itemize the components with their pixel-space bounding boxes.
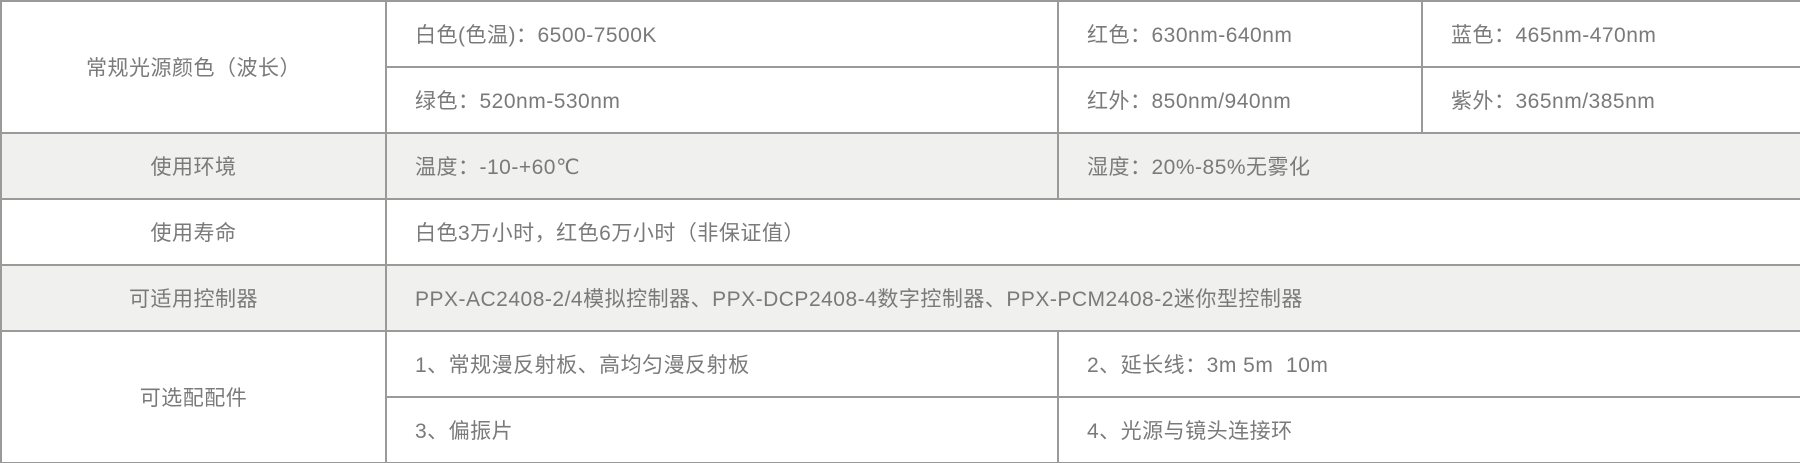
green-wavelength-cell: 绿色：520nm-530nm: [385, 66, 1059, 134]
humidity-cell: 湿度：20%-85%无雾化: [1057, 132, 1800, 200]
row-controller: 可适用控制器 PPX-AC2408-2/4模拟控制器、PPX-DCP2408-4…: [0, 264, 1800, 332]
row-accessories-2: 3、偏振片 4、光源与镜头连接环: [1, 396, 1800, 463]
accessory-1-cell: 1、常规漫反射板、高均匀漫反射板: [385, 330, 1059, 398]
accessory-2-cell: 2、延长线：3m 5m 10m: [1057, 330, 1800, 398]
light-color-row-label: 常规光源颜色（波长）: [0, 0, 387, 134]
accessory-3-cell: 3、偏振片: [385, 396, 1059, 463]
row-environment: 使用环境 温度：-10-+60℃ 湿度：20%-85%无雾化: [0, 132, 1800, 200]
red-wavelength-cell: 红色：630nm-640nm: [1057, 0, 1423, 68]
controller-row-label: 可适用控制器: [0, 264, 387, 332]
infrared-wavelength-cell: 红外：850nm/940nm: [1057, 66, 1423, 134]
lifetime-value-cell: 白色3万小时，红色6万小时（非保证值）: [385, 198, 1800, 266]
environment-row-label: 使用环境: [0, 132, 387, 200]
row-accessories-1: 可选配配件 1、常规漫反射板、高均匀漫反射板 2、延长线：3m 5m 10m: [0, 330, 1800, 463]
blue-wavelength-cell: 蓝色：465nm-470nm: [1421, 0, 1800, 68]
ultraviolet-wavelength-cell: 紫外：365nm/385nm: [1421, 66, 1800, 134]
controller-value-cell: PPX-AC2408-2/4模拟控制器、PPX-DCP2408-4数字控制器、P…: [385, 264, 1800, 332]
white-wavelength-cell: 白色(色温)：6500-7500K: [385, 0, 1059, 68]
accessory-4-cell: 4、光源与镜头连接环: [1057, 396, 1800, 463]
accessories-row-label: 可选配配件: [0, 330, 387, 463]
lifetime-row-label: 使用寿命: [0, 198, 387, 266]
row-light-color-1: 常规光源颜色（波长） 白色(色温)：6500-7500K 红色：630nm-64…: [0, 0, 1800, 134]
temperature-cell: 温度：-10-+60℃: [385, 132, 1059, 200]
row-lifetime: 使用寿命 白色3万小时，红色6万小时（非保证值）: [0, 198, 1800, 266]
